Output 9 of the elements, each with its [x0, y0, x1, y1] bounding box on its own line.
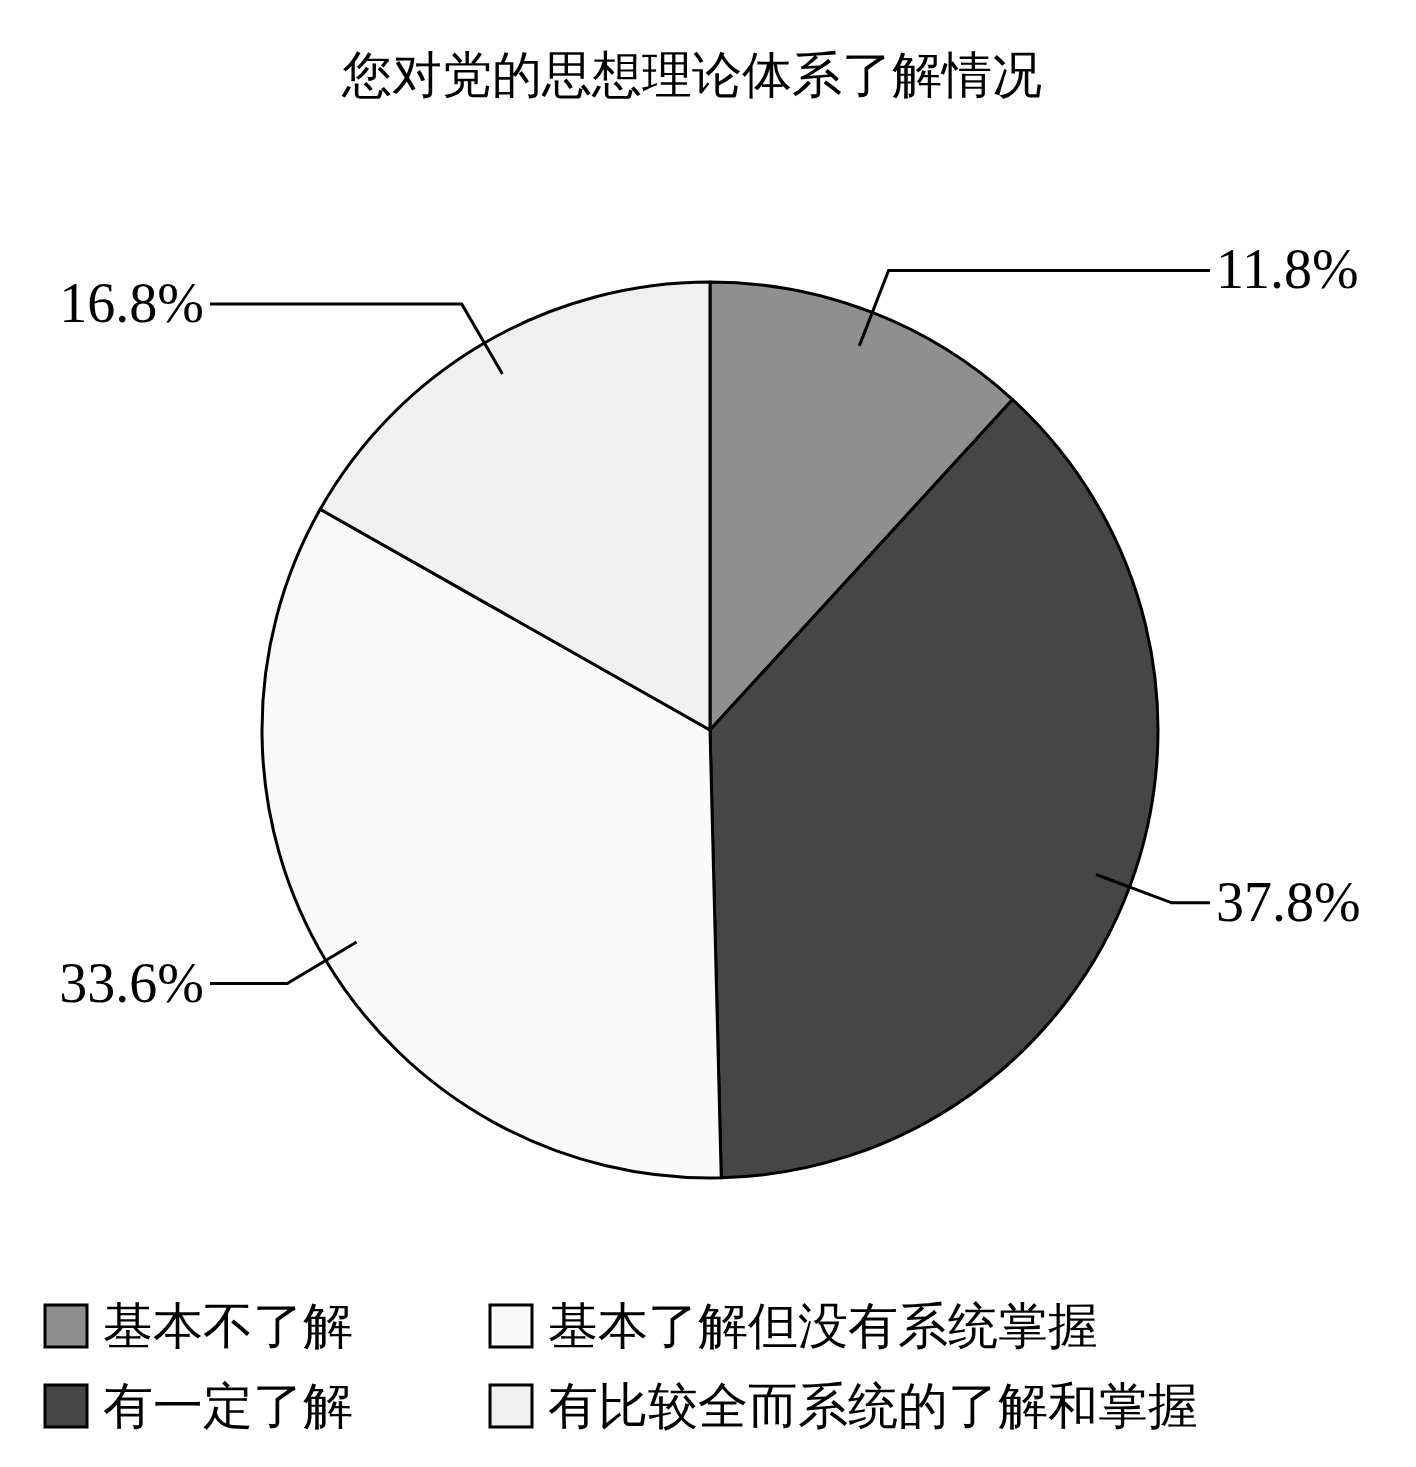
legend-label: 基本不了解 [103, 1298, 353, 1354]
data-label: 37.8% [1216, 870, 1361, 933]
legend-label: 有比较全而系统的了解和掌握 [548, 1378, 1198, 1434]
data-label: 11.8% [1216, 238, 1359, 301]
legend-label: 基本了解但没有系统掌握 [548, 1298, 1098, 1354]
legend-label: 有一定了解 [103, 1378, 353, 1434]
chart-title: 您对党的思想理论体系了解情况 [341, 47, 1042, 103]
data-label: 33.6% [59, 951, 204, 1014]
data-label: 16.8% [59, 272, 204, 335]
